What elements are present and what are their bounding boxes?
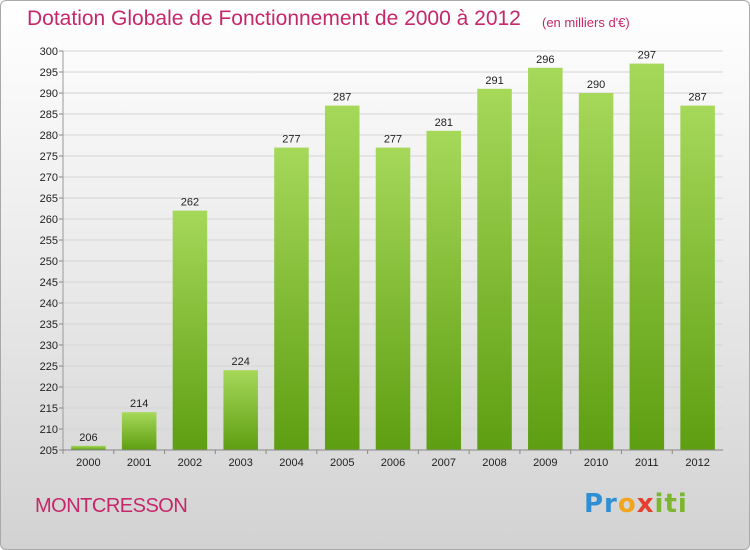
value-label: 291: [485, 75, 503, 87]
bar: [274, 147, 309, 450]
y-tick-label: 215: [40, 403, 58, 415]
x-tick-label: 2008: [482, 457, 506, 469]
value-label: 281: [435, 117, 453, 129]
y-tick-label: 225: [40, 361, 58, 373]
value-label: 214: [130, 398, 148, 410]
value-label: 277: [384, 134, 402, 146]
bar: [426, 130, 462, 451]
bar: [680, 105, 715, 450]
y-tick-label: 230: [40, 340, 58, 352]
y-tick-label: 205: [40, 445, 58, 457]
y-tick-label: 260: [40, 214, 58, 226]
y-tick-label: 235: [40, 319, 58, 331]
bar: [578, 93, 614, 450]
bar: [172, 210, 208, 450]
x-tick-label: 2012: [685, 457, 709, 469]
x-axis-ticks: 2000 2001 2002 2003 2004 2005 2006 2007 2008 2009…: [62, 450, 710, 469]
x-tick-label: 2002: [178, 457, 202, 469]
chart-title: Dotation Globale de Fonctionnement de 20…: [27, 7, 521, 30]
y-tick-label: 285: [40, 109, 58, 121]
value-label: 297: [638, 50, 656, 62]
y-tick-label: 290: [40, 88, 58, 100]
bar: [629, 63, 665, 450]
y-axis-ticks: 205 210 215 220 225 230 235 240 245 250 255 260 265 2…: [40, 46, 64, 457]
y-tick-label: 245: [40, 277, 58, 289]
x-tick-label: 2010: [584, 457, 608, 469]
bar: [528, 67, 563, 451]
x-tick-label: 2011: [635, 457, 659, 469]
y-tick-label: 295: [40, 67, 58, 79]
y-tick-label: 270: [40, 172, 58, 184]
y-tick-label: 250: [40, 256, 58, 268]
x-tick-label: 2007: [432, 457, 456, 469]
unit-label: (en milliers d'€): [542, 15, 630, 30]
logo-part: x: [636, 489, 655, 519]
logo-part: iti: [654, 489, 688, 519]
logo-part: o: [617, 489, 637, 519]
value-label: 296: [536, 54, 554, 66]
value-label: 277: [282, 134, 300, 146]
y-tick-label: 265: [40, 193, 58, 205]
y-tick-label: 300: [40, 46, 58, 58]
value-label: 287: [688, 92, 706, 104]
x-tick-label: 2000: [76, 457, 100, 469]
logo-part: Pr: [584, 489, 618, 519]
y-tick-label: 240: [40, 298, 58, 310]
x-tick-label: 2005: [330, 457, 354, 469]
value-labels: 206 214 262 224 277 287 277 281 291 296 290 297 287: [79, 50, 707, 444]
bar: [121, 412, 157, 450]
bar: [477, 88, 512, 451]
bar: [324, 105, 360, 450]
x-tick-label: 2001: [127, 457, 151, 469]
x-tick-label: 2009: [533, 457, 557, 469]
bar: [375, 147, 411, 450]
value-label: 262: [181, 197, 199, 209]
value-label: 224: [232, 356, 250, 368]
value-label: 287: [333, 92, 351, 104]
x-tick-label: 2003: [228, 457, 252, 469]
bar: [223, 370, 258, 450]
x-tick-label: 2006: [381, 457, 405, 469]
y-tick-label: 210: [40, 424, 58, 436]
place-name: MONTCRESSON: [35, 495, 188, 517]
y-tick-label: 220: [40, 382, 58, 394]
y-tick-label: 255: [40, 235, 58, 247]
bar: [71, 445, 106, 450]
proxiti-logo: Proxiti: [584, 489, 688, 519]
bars: [71, 63, 715, 451]
x-tick-label: 2004: [279, 457, 303, 469]
y-tick-label: 275: [40, 151, 58, 163]
value-label: 206: [79, 432, 97, 444]
y-tick-label: 280: [40, 130, 58, 142]
value-label: 290: [587, 79, 605, 91]
